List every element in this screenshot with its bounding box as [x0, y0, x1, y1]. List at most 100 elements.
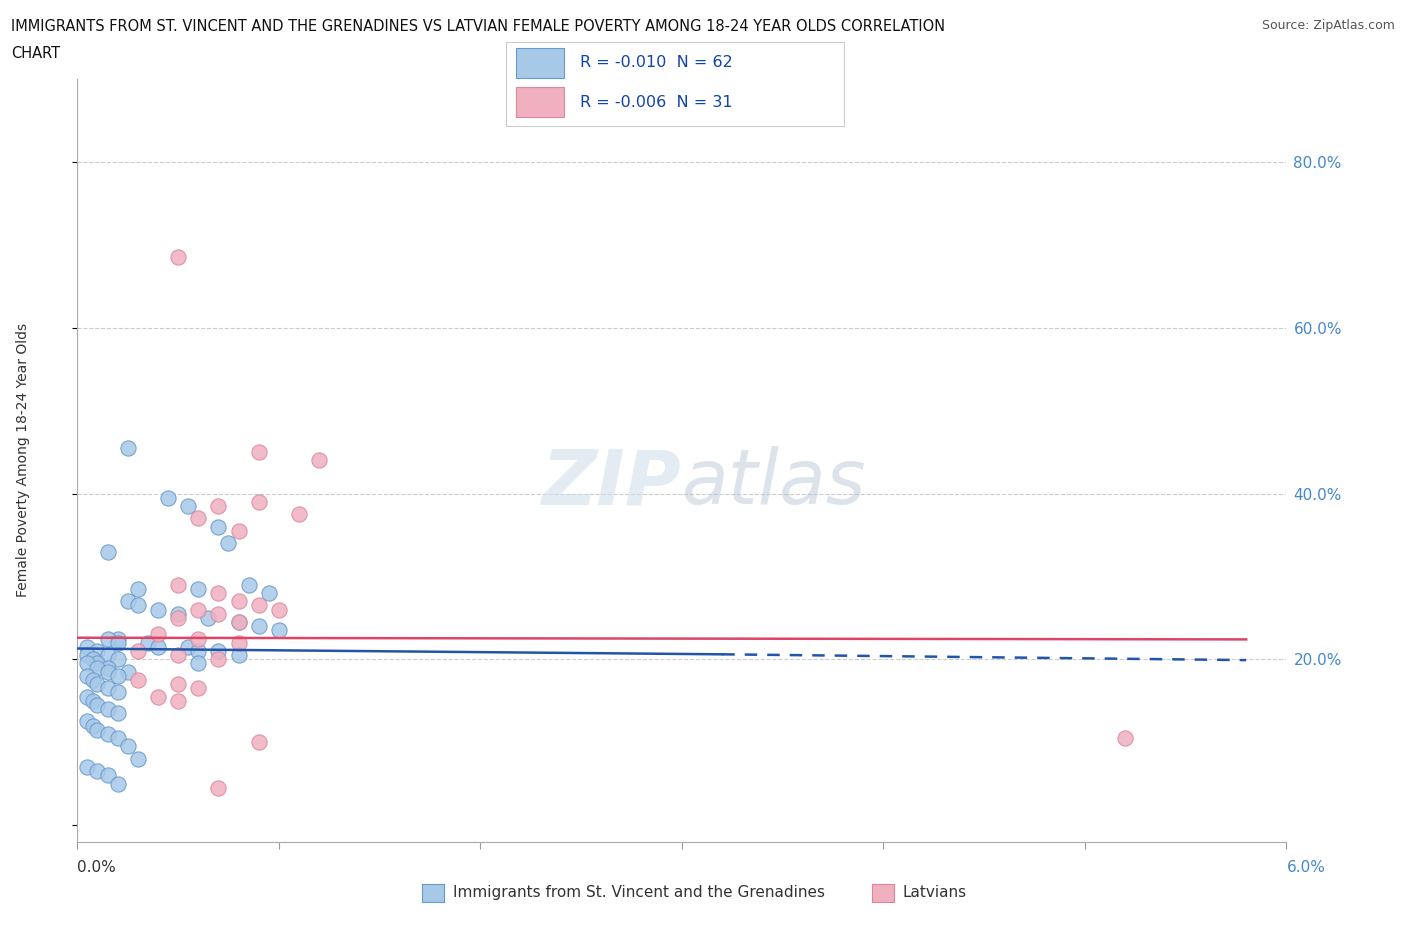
- Point: [107, 731, 129, 746]
- Point: [127, 672, 149, 687]
- Point: [177, 640, 200, 655]
- Point: [218, 536, 240, 551]
- Point: [167, 250, 190, 265]
- Point: [1114, 731, 1136, 746]
- Point: [247, 495, 270, 510]
- Point: [127, 598, 149, 613]
- Point: [267, 623, 290, 638]
- Point: [76, 647, 98, 662]
- Bar: [516, 47, 564, 78]
- Point: [238, 578, 260, 592]
- Point: [117, 738, 139, 753]
- Point: [228, 615, 250, 630]
- Point: [86, 698, 108, 712]
- Text: Female Poverty Among 18-24 Year Olds: Female Poverty Among 18-24 Year Olds: [15, 324, 30, 597]
- Point: [117, 441, 139, 456]
- Point: [82, 672, 104, 687]
- Point: [96, 768, 118, 783]
- Text: CHART: CHART: [11, 46, 60, 61]
- Point: [247, 598, 270, 613]
- Point: [107, 777, 129, 791]
- Point: [228, 647, 250, 662]
- Point: [187, 644, 209, 658]
- Text: Source: ZipAtlas.com: Source: ZipAtlas.com: [1261, 19, 1395, 32]
- Point: [197, 610, 219, 625]
- Point: [117, 664, 139, 679]
- Point: [107, 635, 129, 650]
- Point: [187, 631, 209, 646]
- Point: [187, 581, 209, 596]
- Text: Immigrants from St. Vincent and the Grenadines: Immigrants from St. Vincent and the Gren…: [453, 885, 825, 900]
- Point: [86, 677, 108, 692]
- Point: [288, 507, 311, 522]
- Point: [82, 693, 104, 708]
- Point: [96, 631, 118, 646]
- Point: [76, 656, 98, 671]
- Point: [86, 723, 108, 737]
- Point: [96, 660, 118, 675]
- Point: [107, 706, 129, 721]
- Point: [107, 652, 129, 667]
- Point: [247, 618, 270, 633]
- Point: [146, 689, 169, 704]
- Point: [187, 681, 209, 696]
- Text: 6.0%: 6.0%: [1286, 860, 1326, 875]
- Point: [187, 656, 209, 671]
- Point: [127, 644, 149, 658]
- Point: [247, 735, 270, 750]
- Text: R = -0.006  N = 31: R = -0.006 N = 31: [581, 95, 733, 110]
- Point: [207, 586, 229, 601]
- Point: [136, 635, 159, 650]
- Point: [207, 652, 229, 667]
- Point: [76, 689, 98, 704]
- Point: [187, 602, 209, 617]
- Point: [76, 669, 98, 684]
- Text: ZIP: ZIP: [543, 446, 682, 520]
- Point: [82, 652, 104, 667]
- Point: [308, 453, 330, 468]
- Point: [96, 664, 118, 679]
- Point: [267, 602, 290, 617]
- Point: [167, 578, 190, 592]
- Point: [86, 644, 108, 658]
- Point: [86, 764, 108, 778]
- Point: [82, 718, 104, 733]
- Point: [96, 647, 118, 662]
- Point: [167, 606, 190, 621]
- Point: [86, 660, 108, 675]
- Text: atlas: atlas: [682, 446, 866, 520]
- Point: [96, 544, 118, 559]
- Point: [207, 780, 229, 795]
- Point: [86, 656, 108, 671]
- Text: R = -0.010  N = 62: R = -0.010 N = 62: [581, 55, 733, 71]
- Point: [167, 647, 190, 662]
- Point: [228, 635, 250, 650]
- Point: [96, 701, 118, 716]
- Point: [107, 685, 129, 700]
- Text: IMMIGRANTS FROM ST. VINCENT AND THE GRENADINES VS LATVIAN FEMALE POVERTY AMONG 1: IMMIGRANTS FROM ST. VINCENT AND THE GREN…: [11, 19, 945, 33]
- Point: [96, 681, 118, 696]
- Point: [247, 445, 270, 459]
- Point: [127, 581, 149, 596]
- Point: [76, 760, 98, 775]
- Point: [96, 726, 118, 741]
- Point: [207, 498, 229, 513]
- Point: [207, 519, 229, 534]
- Point: [107, 669, 129, 684]
- Point: [117, 594, 139, 609]
- Text: Latvians: Latvians: [903, 885, 967, 900]
- Point: [228, 615, 250, 630]
- Point: [228, 524, 250, 538]
- Point: [146, 627, 169, 642]
- Point: [257, 586, 280, 601]
- Point: [157, 490, 180, 505]
- Point: [76, 714, 98, 729]
- Point: [207, 606, 229, 621]
- Point: [177, 498, 200, 513]
- Point: [207, 644, 229, 658]
- Point: [127, 751, 149, 766]
- Point: [146, 640, 169, 655]
- Text: 0.0%: 0.0%: [77, 860, 117, 875]
- Point: [187, 511, 209, 525]
- Point: [146, 602, 169, 617]
